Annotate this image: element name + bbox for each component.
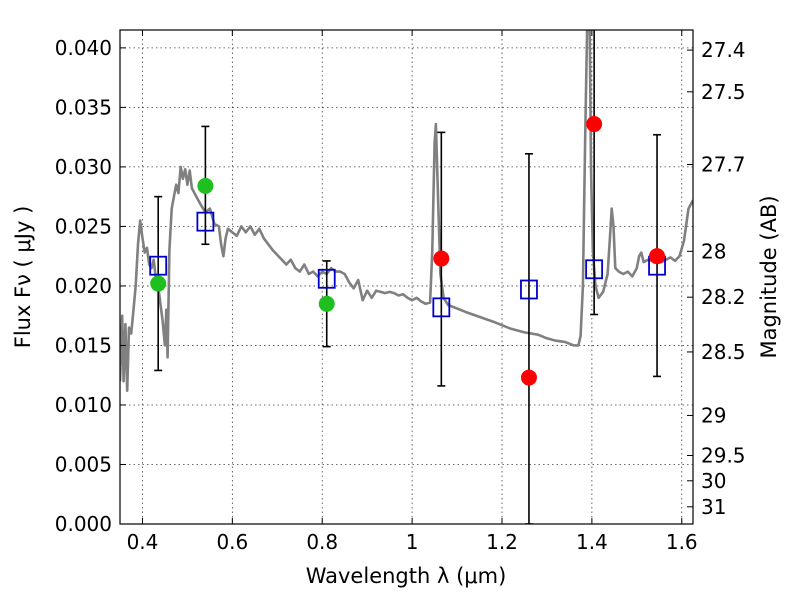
nir-point [586,116,603,133]
y-axis-ticks: 0.000 0.005 0.010 0.015 0.020 0.025 0.030 0.035… [55,36,126,536]
y-tick-label: 0.020 [55,274,112,298]
right-tick-label: 28.2 [701,285,746,309]
x-axis-ticks: 0.4 0.6 0.8 1 1.2 1.4 1.6 [127,30,698,554]
right-tick-label: 27.7 [701,153,746,177]
nir-point [433,250,450,267]
model-box [149,255,168,276]
optical-point [197,177,214,194]
right-tick-label: 28 [701,239,726,263]
grid-lines [120,30,693,525]
x-tick-label: 1.6 [666,530,698,554]
model-photometry-boxes [149,211,666,318]
right-axis-label: Magnitude (AB) [757,195,781,358]
y-tick-label: 0.005 [55,452,112,476]
y-tick-label: 0.040 [55,36,112,60]
x-axis-label: Wavelength λ (μm) [306,564,507,588]
observed-points [150,116,666,386]
template-spectrum-line [120,30,693,392]
x-tick-label: 0.6 [216,530,248,554]
right-tick-label: 27.5 [701,80,746,104]
model-box [196,211,215,232]
x-tick-label: 0.4 [127,530,159,554]
right-tick-label: 29.5 [701,444,746,468]
nir-point [649,248,666,265]
y-tick-label: 0.010 [55,393,112,417]
model-box [317,268,336,289]
nir-point [520,369,537,386]
right-tick-label: 29 [701,403,726,427]
y-tick-label: 0.000 [55,512,112,536]
template-spectrum [120,30,693,392]
right-tick-label: 30 [701,469,726,493]
optical-point [150,275,167,292]
model-box [585,259,604,280]
right-tick-label: 31 [701,495,726,519]
x-tick-label: 1.2 [486,530,518,554]
y-tick-label: 0.015 [55,333,112,357]
x-tick-label: 1.4 [576,530,608,554]
model-box [520,279,538,300]
model-box [432,297,451,318]
right-tick-label: 27.4 [701,38,746,62]
y-tick-label: 0.030 [55,155,112,179]
y-tick-label: 0.035 [55,95,112,119]
x-tick-label: 1 [406,530,419,554]
right-tick-label: 28.5 [701,340,746,364]
y-tick-label: 0.025 [55,214,112,238]
x-tick-label: 0.8 [306,530,338,554]
optical-point [318,295,335,312]
plot-frame [119,29,694,525]
y-axis-label: Flux Fν ( μJy ) [11,206,35,349]
